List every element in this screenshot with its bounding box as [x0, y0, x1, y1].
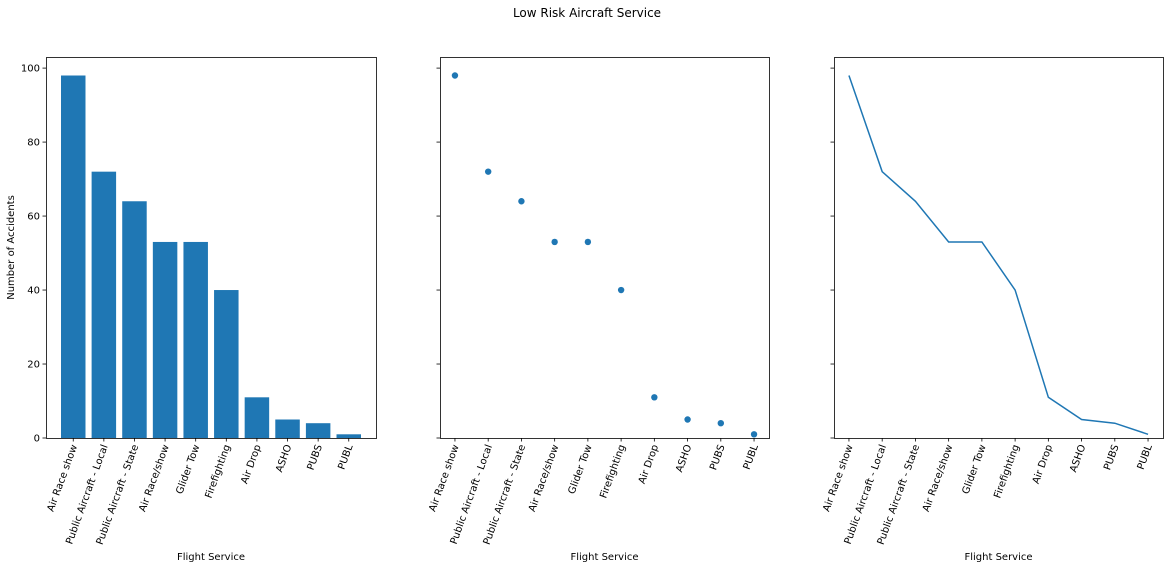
- x-tick-label-0: Air Race show: [427, 443, 461, 513]
- figure-title: Low Risk Aircraft Service: [513, 6, 661, 20]
- y-tick-label-0: 0: [34, 434, 40, 445]
- bar-2: [122, 201, 147, 438]
- x-tick-label-0: Air Race show: [46, 443, 80, 513]
- x-tick-label-7: ASHO: [1068, 443, 1088, 474]
- x-tick-label-4: Glider Tow: [961, 443, 989, 495]
- x-tick-label-4: Glider Tow: [174, 443, 202, 495]
- x-axis-label: Flight Service: [570, 552, 638, 563]
- x-tick-label-3: Air Race/show: [137, 443, 171, 513]
- x-axis-label: Flight Service: [177, 552, 245, 563]
- bar-8: [305, 423, 331, 438]
- bar-1: [91, 171, 117, 439]
- axes-frame: [440, 57, 770, 439]
- scatter-point-6: [651, 394, 658, 401]
- scatter-point-9: [750, 431, 758, 438]
- y-tick-label-1: 20: [27, 360, 40, 371]
- bar-9: [336, 434, 361, 438]
- bar-6: [244, 397, 270, 438]
- series-line: [848, 75, 1149, 436]
- x-tick-label-0: Air Race show: [821, 443, 855, 513]
- x-tick-label-6: Air Drop: [239, 443, 263, 485]
- x-tick-label-8: PUBS: [306, 443, 325, 472]
- scatter-point-1: [484, 168, 492, 175]
- y-tick-label-2: 40: [27, 286, 40, 297]
- x-tick-label-9: PUBL: [336, 443, 355, 471]
- x-axis-label: Flight Service: [964, 552, 1032, 563]
- y-tick-label-5: 100: [21, 64, 40, 75]
- bar-4: [183, 241, 208, 438]
- bar-5: [214, 290, 239, 438]
- x-tick-label-8: PUBS: [1102, 443, 1121, 472]
- y-axis-label: Number of Accidents: [6, 195, 17, 300]
- x-tick-label-9: PUBL: [1136, 443, 1155, 471]
- scatter-point-2: [518, 198, 525, 205]
- scatter-point-3: [551, 238, 558, 246]
- x-tick-label-8: PUBS: [708, 443, 727, 472]
- x-tick-label-5: Firefighting: [204, 443, 234, 500]
- x-tick-label-3: Air Race/show: [921, 443, 955, 513]
- x-tick-label-9: PUBL: [742, 443, 761, 471]
- bar-7: [275, 419, 300, 438]
- scatter-point-4: [584, 238, 592, 246]
- scatter-point-7: [684, 416, 691, 423]
- x-tick-label-6: Air Drop: [1031, 443, 1055, 485]
- x-tick-label-5: Firefighting: [598, 443, 628, 500]
- bar-3: [152, 241, 178, 438]
- x-tick-label-6: Air Drop: [637, 443, 661, 485]
- axes-frame: [46, 57, 377, 439]
- scatter-point-0: [451, 72, 459, 79]
- x-tick-label-7: ASHO: [674, 443, 694, 474]
- x-tick-label-4: Glider Tow: [567, 443, 595, 495]
- x-tick-label-7: ASHO: [274, 443, 294, 474]
- scatter-point-5: [617, 286, 625, 294]
- x-tick-label-5: Firefighting: [992, 443, 1022, 500]
- scatter-point-8: [717, 420, 725, 427]
- y-tick-label-3: 60: [27, 212, 40, 223]
- bar-0: [61, 75, 86, 438]
- axes-frame: [834, 57, 1164, 439]
- y-tick-label-4: 80: [27, 138, 40, 149]
- x-tick-label-3: Air Race/show: [527, 443, 561, 513]
